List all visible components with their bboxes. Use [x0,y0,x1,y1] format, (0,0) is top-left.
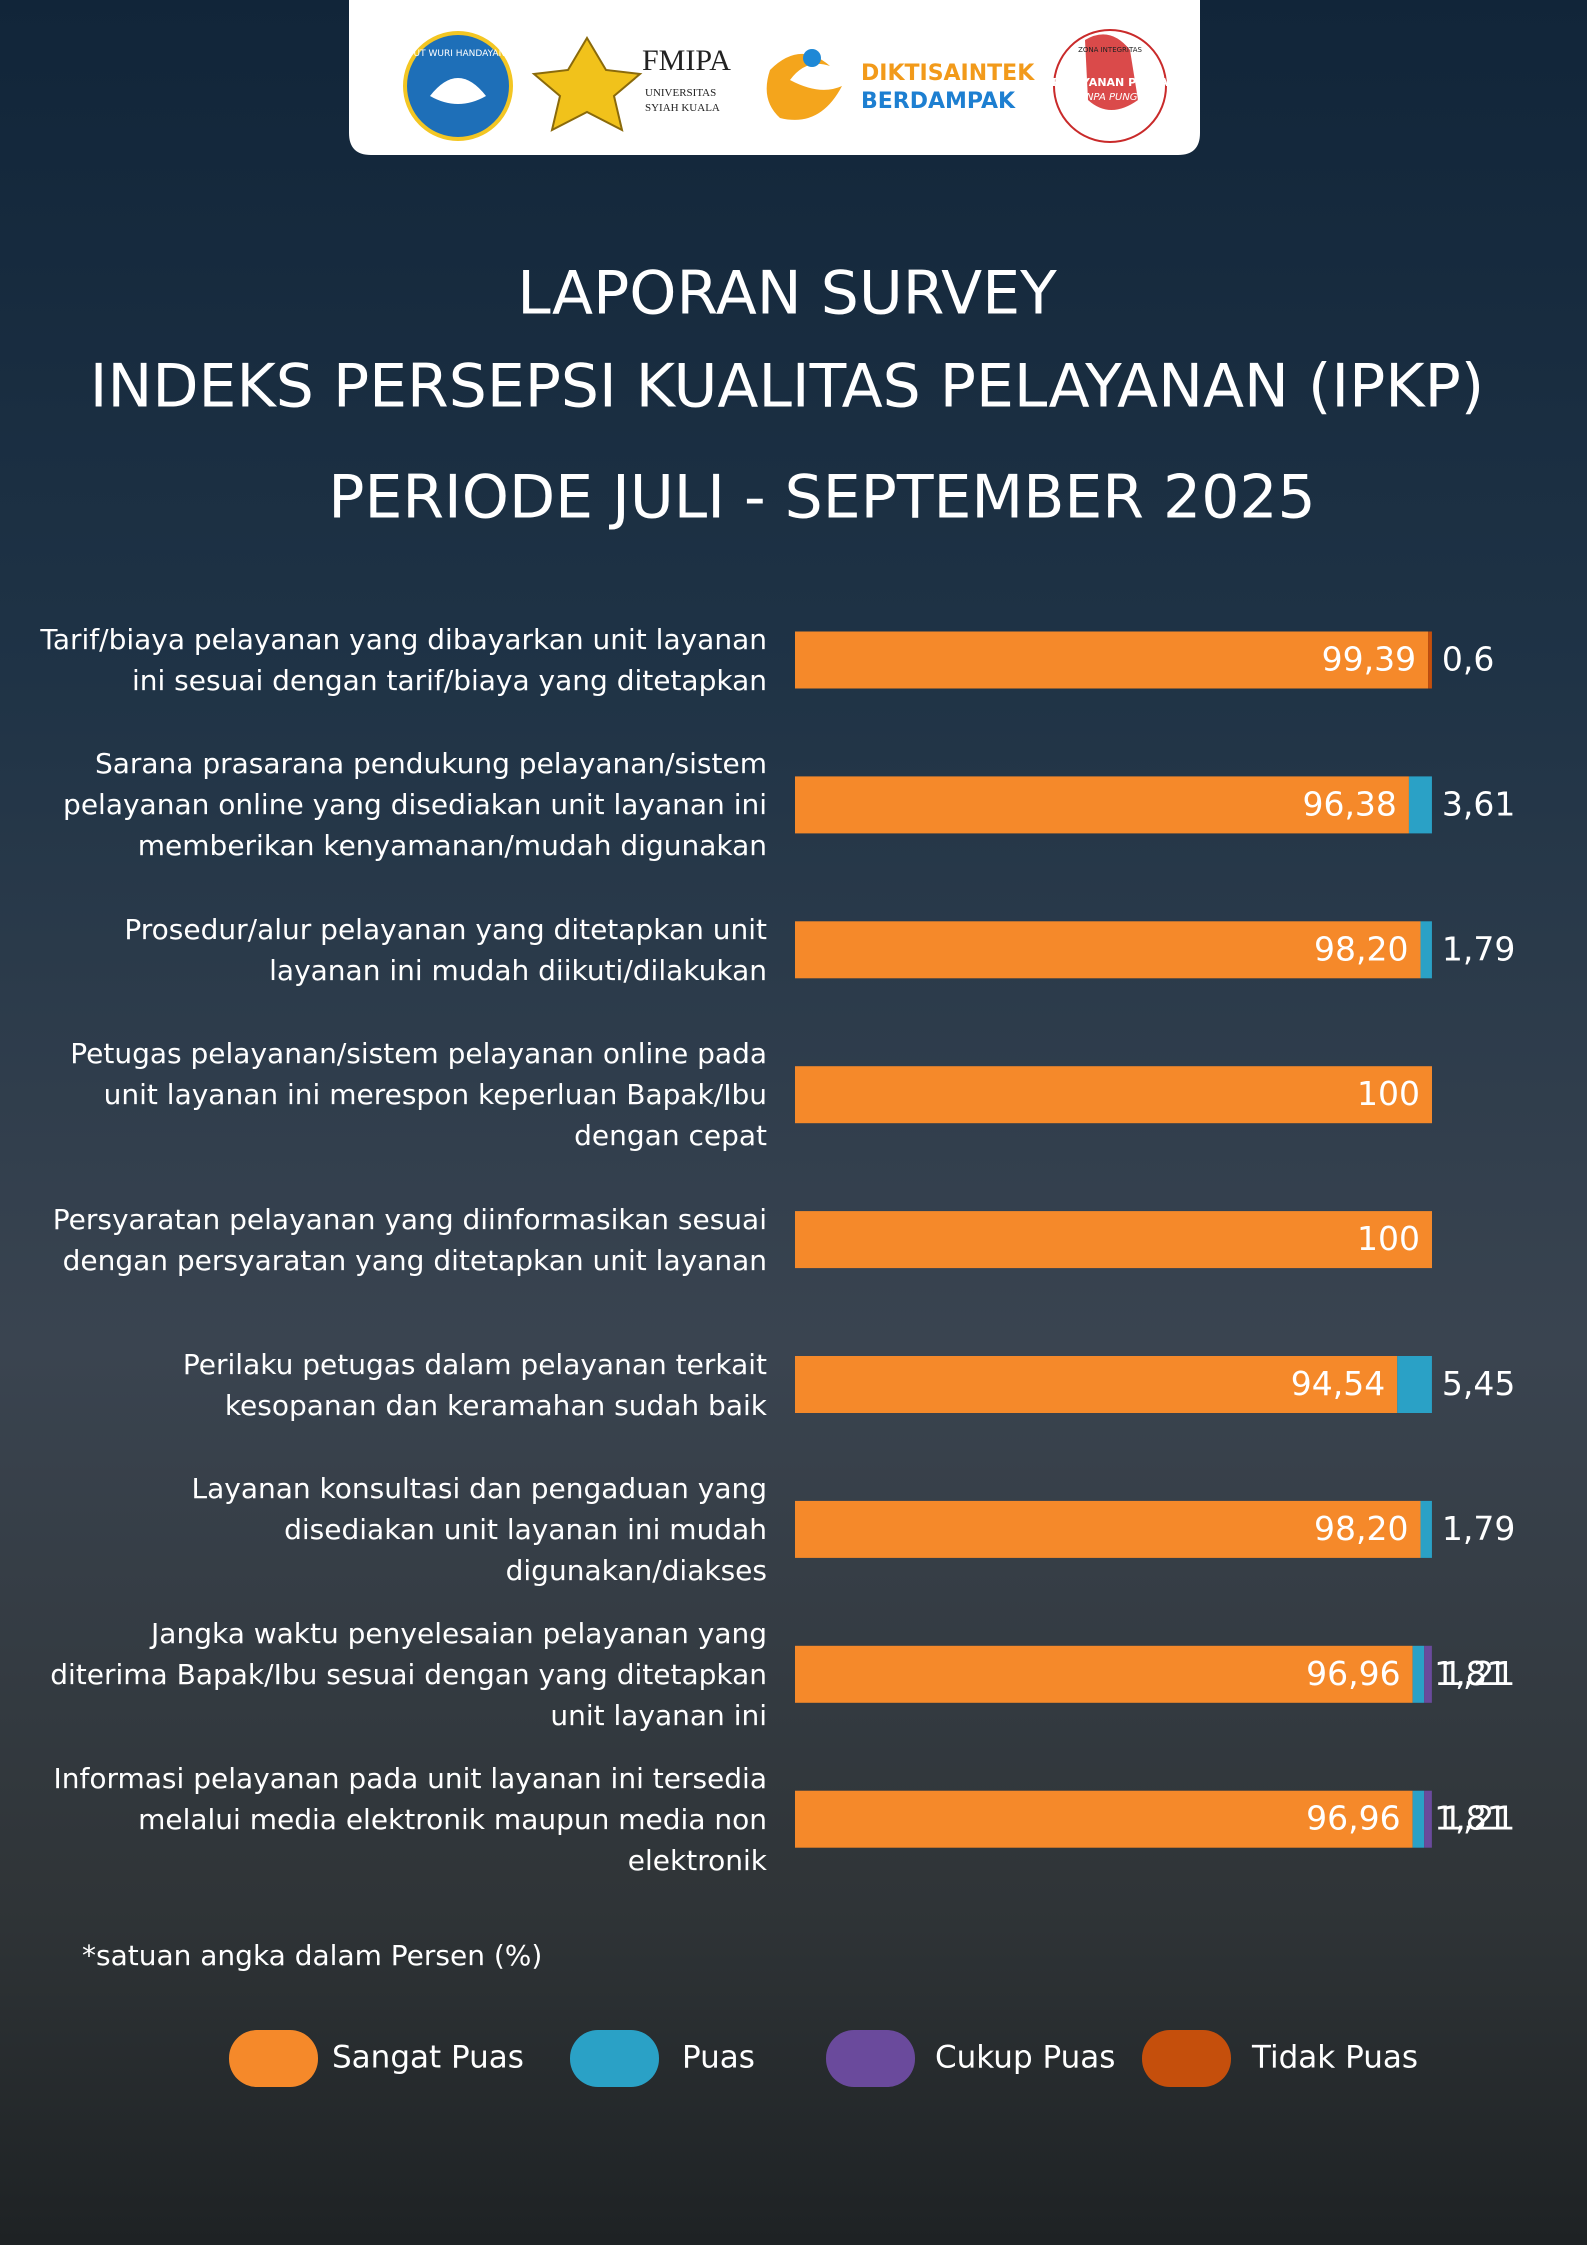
bar-segment [795,1790,1413,1848]
chart-subtitle: INDEKS PERSEPSI KUALITAS PELAYANAN (IPKP… [90,352,1484,422]
value-label: 94,54 [1291,1364,1385,1403]
category-label: Informasi pelayanan pada unit layanan in… [53,1761,767,1877]
bar-segment [1428,631,1432,689]
zone-logo [1085,34,1138,110]
bar-segment [795,631,1429,689]
bar-segment [795,776,1409,834]
chart-period: PERIODE JULI - SEPTEMBER 2025 [328,463,1315,533]
category-label: Jangka waktu penyelesaian pelayanan yang… [50,1616,767,1732]
legend-swatch [570,2030,659,2087]
value-label: 100 [1357,1074,1420,1113]
value-label: 1,81 [1434,1654,1507,1693]
bar-segment [795,1645,1413,1703]
faculty-name: FMIPA [642,44,731,77]
category-label: Sarana prasarana pendukung pelayanan/sis… [63,747,767,863]
legend-swatch [229,2030,318,2087]
logo-text: TUT WURI HANDAYANI [407,49,508,59]
bar-segment [1397,1356,1432,1413]
value-label: 99,39 [1322,640,1416,679]
value-label: 1,79 [1442,929,1515,968]
bar-segment [1408,776,1432,834]
logo-shape [430,78,486,104]
category-label: Persyaratan pelayanan yang diinformasika… [52,1202,767,1277]
university-name: SYIAH KUALA [645,102,720,114]
bar-segment [1412,1790,1425,1848]
value-label: 96,38 [1302,784,1396,823]
category-label: Petugas pelayanan/sistem pelayanan onlin… [70,1037,767,1153]
value-label: 1,81 [1434,1799,1507,1838]
zone-text: TANPA PUNGLI [1074,92,1146,103]
zone-text: PELAYANAN PRIMA [1052,76,1169,89]
legend-label: Tidak Puas [1251,2040,1418,2076]
value-label: 100 [1357,1219,1420,1258]
bar-segment [795,1500,1421,1558]
value-label: 98,20 [1314,929,1408,968]
bar-segment [795,1211,1432,1269]
legend-label: Sangat Puas [332,2040,524,2076]
legend-label: Puas [682,2040,755,2076]
chart-title: LAPORAN SURVEY [517,259,1057,329]
value-label: 96,96 [1306,1799,1400,1838]
value-label: 96,96 [1306,1654,1400,1693]
category-label: Perilaku petugas dalam pelayanan terkait… [182,1347,767,1422]
campaign-text: BERDAMPAK [861,89,1016,114]
value-label: 1,79 [1442,1509,1515,1548]
bar-segment [795,921,1421,979]
campaign-text: DIKTISAINTEK [861,61,1035,86]
bar-segment [1420,921,1432,979]
value-label: 98,20 [1314,1509,1408,1548]
footnote: *satuan angka dalam Persen (%) [82,1939,542,1972]
value-label: 0,6 [1442,640,1494,679]
bar-segment [795,1356,1398,1413]
bar-segment [795,1066,1432,1124]
campaign-logo [803,49,821,67]
zone-text: ZONA INTEGRITAS [1078,46,1142,54]
value-label: 1,21 [1442,1654,1515,1693]
legend-swatch [826,2030,915,2087]
university-name: UNIVERSITAS [645,87,716,99]
category-label: Prosedur/alur pelayanan yang ditetapkan … [124,912,767,987]
value-label: 3,61 [1442,784,1515,823]
bar-segment [1420,1500,1432,1558]
value-label: 1,21 [1442,1799,1515,1838]
category-label: Tarif/biaya pelayanan yang dibayarkan un… [40,623,767,697]
bar-segment [1424,1645,1432,1703]
bar-segment [1412,1645,1425,1703]
value-label: 5,45 [1442,1364,1515,1403]
campaign-logo [766,53,842,120]
bar-segment [1424,1790,1432,1848]
legend-swatch [1142,2030,1231,2087]
legend-label: Cukup Puas [935,2040,1115,2076]
usk-logo [531,36,643,132]
category-label: Layanan konsultasi dan pengaduan yang di… [191,1471,767,1587]
